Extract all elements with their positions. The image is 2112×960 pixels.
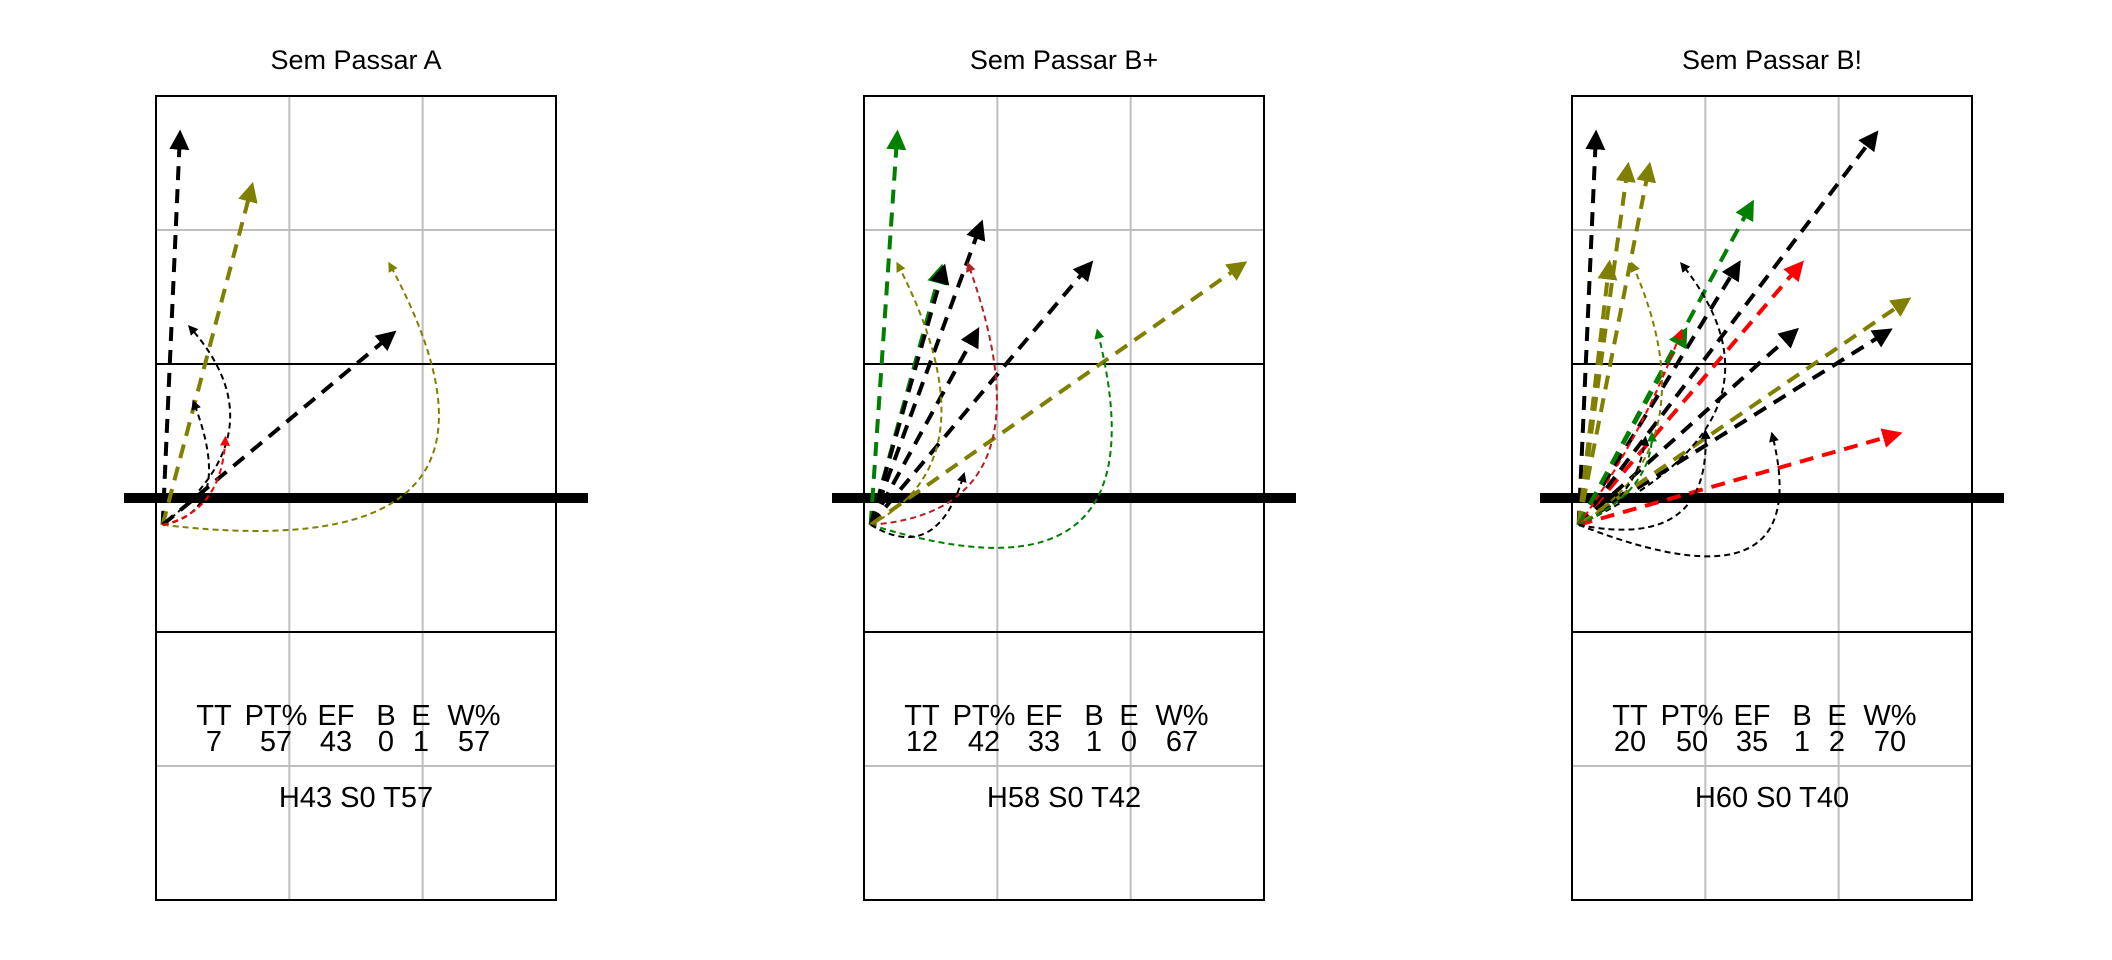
attack-arrow-curved-black (162, 324, 232, 526)
attack-arrows (1576, 129, 1912, 558)
attack-arrow-green (1576, 199, 1754, 526)
court-grid (832, 95, 1296, 901)
stats-table: TT PT% EF B E W% 12 42 33 1 0 67 H58 S0 … (904, 700, 1208, 814)
stat-value-pt: 57 (260, 726, 292, 758)
attack-arrow-black (1577, 327, 1799, 527)
summary-text: H58 S0 T42 (987, 782, 1141, 814)
stat-value-b: 1 (1086, 726, 1102, 758)
attack-arrow-curved-black (870, 471, 967, 539)
panel-sem-passar-a: Sem Passar A TT PT% EF B E W% 7 57 43 0 … (124, 45, 588, 901)
attack-arrow-olive (1576, 161, 1636, 526)
attack-arrow-black (160, 129, 190, 525)
panel-sem-passar-b-excl: Sem Passar B! TT PT% EF B E W% 20 50 35 … (1540, 45, 2004, 901)
stat-value-w: 67 (1166, 726, 1198, 758)
stat-value-tt: 20 (1614, 726, 1646, 758)
attack-arrow-curved-black (162, 399, 211, 526)
stat-value-ef: 43 (320, 726, 352, 758)
stat-header-w: W% (1863, 700, 1916, 732)
stat-header-b: B (376, 700, 395, 732)
court-grid (124, 95, 588, 901)
attack-arrow-olive (1576, 161, 1657, 526)
attack-arrow-black (1576, 129, 1606, 525)
stat-value-ef: 35 (1736, 726, 1768, 758)
attack-arrow-black (868, 263, 950, 526)
stat-value-w: 57 (458, 726, 490, 758)
stat-header-w: W% (447, 700, 500, 732)
attack-arrow-black (868, 219, 986, 526)
attack-arrow-curved-olive (162, 261, 440, 532)
stat-value-b: 0 (378, 726, 394, 758)
stat-value-e: 1 (413, 726, 429, 758)
attack-arrow-curved-black (1578, 431, 1781, 558)
stat-header-e: E (411, 700, 430, 732)
stat-header-ef: EF (1733, 700, 1770, 732)
stat-value-w: 70 (1874, 726, 1906, 758)
attack-arrow-curved-black (1578, 261, 1727, 526)
attack-arrow-curved-green (1578, 431, 1657, 526)
attack-arrow-black (868, 326, 980, 526)
attack-arrow-black (869, 260, 1094, 527)
attack-arrow-green (1576, 326, 1688, 526)
stats-table: TT PT% EF B E W% 7 57 43 0 1 57 H43 S0 T… (196, 700, 500, 814)
attack-arrow-curved-red (1577, 328, 1684, 526)
stat-value-tt: 12 (906, 726, 938, 758)
stat-header-b: B (1084, 700, 1103, 732)
attack-arrow-olive (869, 261, 1248, 527)
panel-title: Sem Passar B! (1682, 45, 1862, 75)
attack-arrow-curved-red (162, 435, 231, 526)
stat-value-pt: 42 (968, 726, 1000, 758)
stat-value-tt: 7 (206, 726, 222, 758)
stats-table: TT PT% EF B E W% 20 50 35 1 2 70 H60 S0 … (1612, 700, 1916, 814)
attack-arrow-olive (1576, 259, 1618, 526)
attack-arrows (868, 129, 1248, 549)
attack-arrow-green (868, 263, 947, 526)
stat-header-w: W% (1155, 700, 1208, 732)
stat-value-ef: 33 (1028, 726, 1060, 758)
attack-arrows (160, 129, 440, 532)
stat-value-pt: 50 (1676, 726, 1708, 758)
stat-header-b: B (1792, 700, 1811, 732)
attack-arrow-black (1577, 130, 1879, 527)
attack-arrow-red (1578, 428, 1903, 527)
summary-text: H43 S0 T57 (279, 782, 433, 814)
panel-sem-passar-b-plus: Sem Passar B+ TT PT% EF B E W% 12 42 33 … (832, 45, 1296, 901)
stat-header-ef: EF (317, 700, 354, 732)
court-grid (1540, 95, 2004, 901)
attack-arrow-curved-darkred (870, 261, 998, 526)
stat-header-e: E (1827, 700, 1846, 732)
stat-header-tt: TT (196, 700, 232, 732)
attack-arrow-curved-green (870, 328, 1113, 549)
attack-arrow-curved-black (1578, 429, 1711, 531)
attack-arrow-black (1576, 260, 1741, 526)
attack-arrow-green (868, 129, 907, 525)
attack-arrow-curved-olive (870, 261, 943, 526)
stat-value-b: 1 (1794, 726, 1810, 758)
stat-header-e: E (1119, 700, 1138, 732)
stat-header-tt: TT (904, 700, 940, 732)
stat-header-pt: PT% (1661, 700, 1724, 732)
panel-title: Sem Passar A (270, 45, 441, 75)
stat-header-pt: PT% (245, 700, 308, 732)
stat-header-pt: PT% (953, 700, 1016, 732)
attack-arrow-black (161, 330, 397, 527)
attack-arrow-olive (160, 181, 258, 526)
attack-arrow-red (1577, 260, 1804, 527)
panel-title: Sem Passar B+ (970, 45, 1158, 75)
stat-value-e: 2 (1829, 726, 1845, 758)
stat-header-tt: TT (1612, 700, 1648, 732)
stat-header-ef: EF (1025, 700, 1062, 732)
stat-value-e: 0 (1121, 726, 1137, 758)
summary-text: H60 S0 T40 (1695, 782, 1849, 814)
attack-arrow-black (1577, 328, 1893, 527)
attack-arrow-olive (1577, 297, 1912, 527)
